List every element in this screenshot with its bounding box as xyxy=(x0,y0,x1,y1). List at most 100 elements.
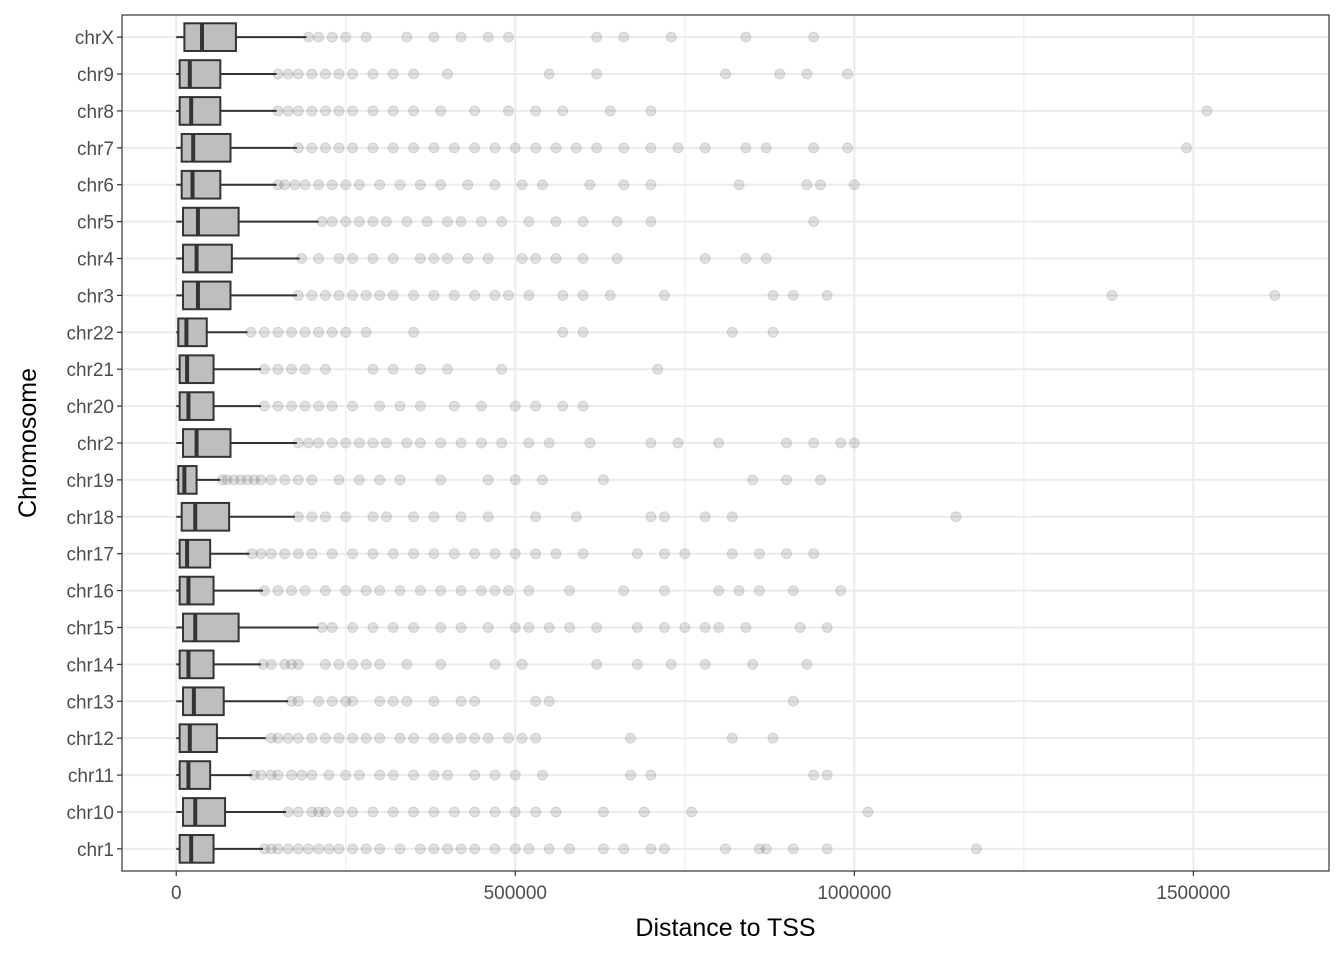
outlier-point xyxy=(299,179,311,191)
outlier-point xyxy=(523,843,535,855)
outlier-point xyxy=(584,437,596,449)
outlier-point xyxy=(469,769,481,781)
outlier-point xyxy=(408,806,420,818)
outlier-point xyxy=(282,806,294,818)
outlier-point xyxy=(496,363,508,375)
outlier-point xyxy=(265,474,277,486)
outlier-point xyxy=(503,289,515,301)
outlier-point xyxy=(347,695,359,707)
outlier-point xyxy=(530,548,542,560)
outlier-point xyxy=(313,326,325,338)
outlier-point xyxy=(516,253,528,265)
box-iqr xyxy=(182,612,240,643)
outlier-point xyxy=(503,585,515,597)
box-iqr xyxy=(178,538,212,569)
outlier-point xyxy=(604,289,616,301)
outlier-point xyxy=(302,843,314,855)
outlier-point xyxy=(374,769,386,781)
outlier-point xyxy=(333,474,345,486)
outlier-point xyxy=(814,474,826,486)
outlier-point xyxy=(441,732,453,744)
outlier-point xyxy=(489,769,501,781)
outlier-point xyxy=(482,621,494,633)
outlier-point xyxy=(455,621,467,633)
outlier-point xyxy=(279,179,291,191)
outlier-point xyxy=(387,695,399,707)
y-tick-label: chr3 xyxy=(77,286,114,307)
outlier-point xyxy=(421,216,433,228)
outlier-point xyxy=(367,105,379,117)
outlier-point xyxy=(787,585,799,597)
outlier-point xyxy=(367,511,379,523)
outlier-point xyxy=(326,400,338,412)
outlier-point xyxy=(374,732,386,744)
outlier-point xyxy=(448,806,460,818)
outlier-point xyxy=(279,474,291,486)
outlier-point xyxy=(848,179,860,191)
outlier-point xyxy=(950,511,962,523)
box-iqr xyxy=(177,317,208,348)
outlier-point xyxy=(455,843,467,855)
outlier-point xyxy=(292,511,304,523)
outlier-point xyxy=(296,769,308,781)
x-axis-ticks: 0 500000 1000000 1500000 xyxy=(171,871,1230,904)
outlier-point xyxy=(323,843,335,855)
outlier-point xyxy=(257,658,269,670)
outlier-point xyxy=(313,400,325,412)
outlier-point xyxy=(509,142,521,154)
outlier-point xyxy=(821,769,833,781)
outlier-point xyxy=(747,658,759,670)
outlier-point xyxy=(523,585,535,597)
outlier-point xyxy=(292,843,304,855)
outlier-point xyxy=(428,806,440,818)
y-tick-label: chr14 xyxy=(66,655,114,676)
outlier-point xyxy=(401,658,413,670)
outlier-point xyxy=(272,400,284,412)
outlier-point xyxy=(265,769,277,781)
outlier-point xyxy=(306,732,318,744)
outlier-point xyxy=(347,732,359,744)
outlier-point xyxy=(286,658,298,670)
box-iqr xyxy=(182,243,233,274)
outlier-point xyxy=(699,511,711,523)
outlier-point xyxy=(408,289,420,301)
outlier-point xyxy=(665,658,677,670)
outlier-point xyxy=(333,658,345,670)
outlier-point xyxy=(645,511,657,523)
outlier-point xyxy=(367,363,379,375)
outlier-point xyxy=(279,548,291,560)
outlier-point xyxy=(733,585,745,597)
outlier-point xyxy=(374,585,386,597)
outlier-point xyxy=(401,437,413,449)
outlier-point xyxy=(428,732,440,744)
outlier-point xyxy=(374,695,386,707)
outlier-point xyxy=(1106,289,1118,301)
outlier-point xyxy=(509,548,521,560)
outlier-point xyxy=(584,179,596,191)
outlier-point xyxy=(272,105,284,117)
outlier-point xyxy=(302,437,314,449)
outlier-point xyxy=(970,843,982,855)
outlier-point xyxy=(289,179,301,191)
outlier-point xyxy=(313,179,325,191)
outlier-point xyxy=(543,437,555,449)
outlier-point xyxy=(536,179,548,191)
outlier-point xyxy=(347,843,359,855)
outlier-point xyxy=(550,216,562,228)
outlier-point xyxy=(282,843,294,855)
outlier-point xyxy=(658,621,670,633)
outlier-point xyxy=(367,68,379,80)
boxes xyxy=(176,22,319,864)
box-iqr xyxy=(182,686,225,717)
outlier-point xyxy=(340,216,352,228)
outlier-point xyxy=(760,843,772,855)
box-iqr xyxy=(178,575,215,606)
outlier-point xyxy=(679,548,691,560)
outlier-point xyxy=(523,621,535,633)
outlier-point xyxy=(435,585,447,597)
outlier-point xyxy=(591,31,603,43)
x-tick-label: 1000000 xyxy=(817,883,891,904)
y-tick-label: chr13 xyxy=(66,692,114,713)
outlier-point xyxy=(367,437,379,449)
outlier-point xyxy=(733,179,745,191)
